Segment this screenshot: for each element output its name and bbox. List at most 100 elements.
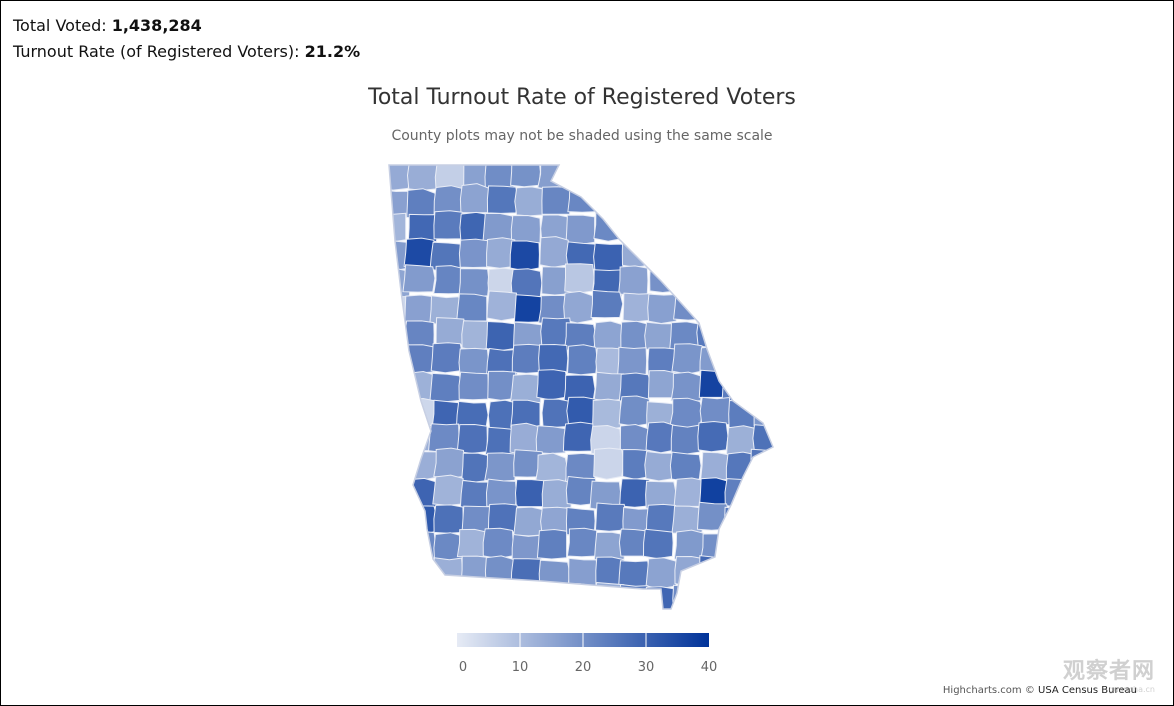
county-area[interactable]: [753, 529, 781, 560]
county-area[interactable]: [669, 451, 702, 482]
county-area[interactable]: [381, 240, 408, 272]
county-area[interactable]: [728, 237, 761, 266]
county-area[interactable]: [617, 186, 650, 215]
county-area[interactable]: [644, 161, 677, 194]
county-area[interactable]: [381, 399, 410, 429]
county-area[interactable]: [618, 212, 650, 243]
county-area[interactable]: [566, 344, 598, 376]
county-area[interactable]: [724, 532, 758, 564]
county-area[interactable]: [749, 448, 779, 479]
county-area[interactable]: [590, 289, 624, 319]
county-area[interactable]: [669, 161, 702, 188]
county-area[interactable]: [698, 555, 729, 586]
county-area[interactable]: [563, 582, 596, 611]
county-area[interactable]: [618, 395, 652, 427]
county-area[interactable]: [726, 266, 758, 297]
county-area[interactable]: [381, 480, 411, 510]
county-area[interactable]: [643, 236, 674, 267]
county-area[interactable]: [564, 263, 595, 294]
county-area[interactable]: [722, 317, 757, 348]
county-area[interactable]: [673, 238, 703, 270]
county-area[interactable]: [381, 555, 411, 586]
county-area[interactable]: [381, 424, 413, 456]
county-area[interactable]: [750, 185, 781, 216]
county-area[interactable]: [753, 398, 781, 430]
county-area[interactable]: [567, 162, 599, 192]
county-area[interactable]: [751, 240, 781, 273]
county-area[interactable]: [670, 424, 702, 455]
county-area[interactable]: [432, 474, 465, 506]
county-area[interactable]: [456, 293, 488, 322]
county-area[interactable]: [589, 164, 624, 193]
county-area[interactable]: [751, 289, 781, 321]
county-cells[interactable]: [381, 161, 781, 611]
county-area[interactable]: [514, 186, 546, 217]
county-area[interactable]: [535, 452, 569, 485]
county-area[interactable]: [435, 317, 466, 346]
county-area[interactable]: [644, 586, 676, 611]
county-area[interactable]: [536, 369, 568, 401]
county-area[interactable]: [754, 476, 781, 508]
county-area[interactable]: [643, 210, 676, 240]
county-area[interactable]: [405, 581, 437, 611]
county-area[interactable]: [484, 555, 515, 586]
county-area[interactable]: [618, 161, 651, 189]
county-area[interactable]: [381, 370, 410, 400]
county-area[interactable]: [671, 343, 704, 375]
county-area[interactable]: [407, 213, 439, 244]
county-area[interactable]: [539, 236, 571, 268]
county-area[interactable]: [696, 318, 727, 349]
county-area[interactable]: [381, 451, 413, 482]
county-area[interactable]: [751, 370, 781, 401]
county-area[interactable]: [482, 212, 516, 243]
county-area[interactable]: [485, 478, 517, 508]
county-area[interactable]: [430, 584, 462, 611]
county-area[interactable]: [748, 319, 779, 351]
county-area[interactable]: [408, 557, 438, 588]
county-area[interactable]: [724, 210, 759, 240]
county-area[interactable]: [647, 293, 680, 325]
county-area[interactable]: [642, 528, 674, 560]
county-area[interactable]: [406, 162, 439, 191]
county-area[interactable]: [456, 528, 488, 558]
county-area[interactable]: [565, 214, 596, 246]
county-area[interactable]: [486, 185, 519, 214]
georgia-county-map[interactable]: [381, 161, 781, 611]
county-area[interactable]: [428, 423, 460, 453]
county-area[interactable]: [673, 291, 706, 321]
county-area[interactable]: [696, 209, 728, 242]
county-area[interactable]: [721, 371, 756, 403]
county-area[interactable]: [458, 268, 490, 298]
county-area[interactable]: [567, 183, 599, 213]
county-area[interactable]: [645, 557, 679, 590]
county-area[interactable]: [456, 423, 488, 454]
county-area[interactable]: [724, 580, 758, 611]
county-area[interactable]: [593, 447, 625, 480]
county-area[interactable]: [433, 447, 467, 479]
county-area[interactable]: [594, 502, 627, 532]
county-area[interactable]: [538, 559, 571, 590]
county-area[interactable]: [514, 478, 547, 508]
county-area[interactable]: [696, 293, 729, 326]
county-area[interactable]: [510, 558, 544, 589]
county-area[interactable]: [484, 452, 517, 482]
county-area[interactable]: [723, 290, 756, 322]
county-area[interactable]: [566, 527, 599, 558]
county-area[interactable]: [484, 583, 517, 611]
county-area[interactable]: [402, 264, 436, 293]
county-area[interactable]: [621, 237, 653, 268]
county-area[interactable]: [509, 240, 540, 272]
county-area[interactable]: [381, 161, 412, 191]
county-area[interactable]: [728, 161, 759, 191]
county-area[interactable]: [673, 212, 706, 245]
county-area[interactable]: [458, 238, 490, 269]
county-area[interactable]: [485, 320, 516, 352]
county-area[interactable]: [752, 558, 781, 591]
county-area[interactable]: [649, 261, 681, 294]
county-area[interactable]: [698, 582, 730, 611]
county-area[interactable]: [727, 186, 759, 217]
county-area[interactable]: [536, 528, 568, 560]
county-area[interactable]: [753, 585, 781, 611]
county-area[interactable]: [752, 210, 781, 242]
county-area[interactable]: [725, 556, 757, 587]
